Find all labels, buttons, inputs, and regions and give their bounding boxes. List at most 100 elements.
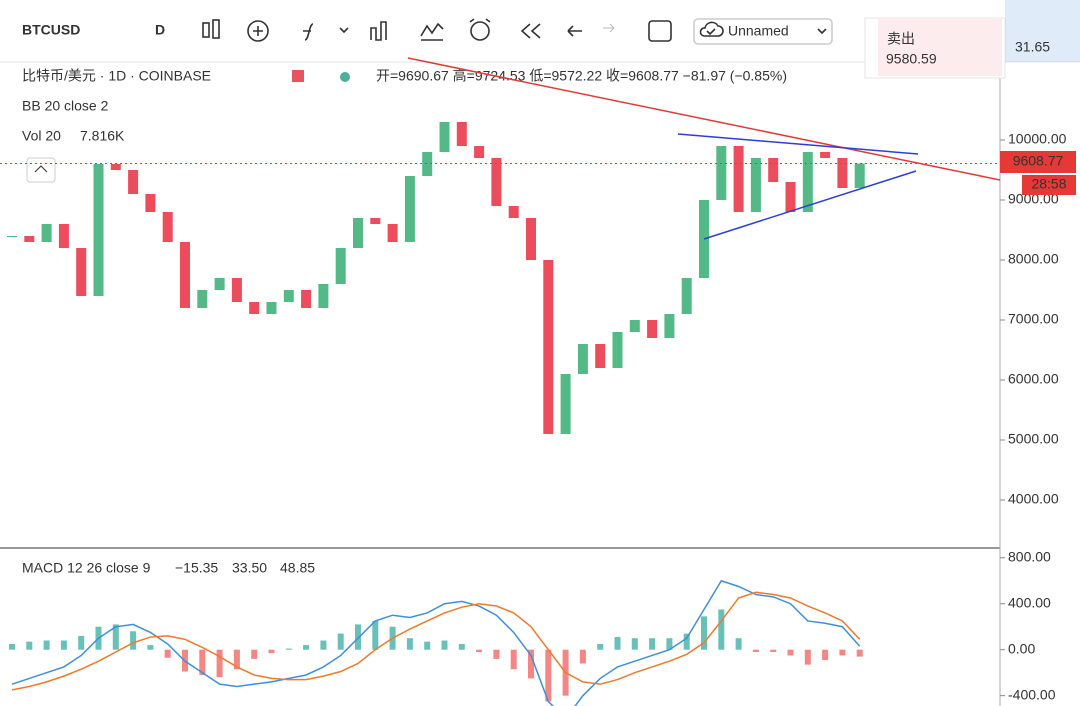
y-tick-label: 400.00 <box>1008 594 1051 610</box>
symbol[interactable]: BTCUSD <box>22 22 80 38</box>
candle <box>647 320 658 338</box>
histogram-bar <box>355 624 361 650</box>
histogram-bar <box>476 649 483 652</box>
candle <box>7 236 17 237</box>
candle <box>353 218 363 248</box>
histogram-bar <box>268 649 275 654</box>
histogram-bar <box>9 643 15 650</box>
candle <box>283 290 294 302</box>
triangle-bottom <box>703 170 917 240</box>
legend-title: 比特币/美元 · 1D · COINBASE <box>22 68 211 84</box>
candle <box>128 170 139 194</box>
histogram-bar <box>406 638 413 650</box>
histogram-bar <box>43 640 50 650</box>
y-tick-label: 6000.00 <box>1008 371 1059 387</box>
histogram-bar <box>233 649 240 670</box>
macd-title: MACD 12 26 close 9 <box>22 560 151 576</box>
candle <box>110 164 121 170</box>
countdown: 28:58 <box>1031 176 1066 192</box>
candle <box>474 146 485 158</box>
histogram-bar <box>683 633 690 650</box>
candle <box>180 242 190 308</box>
histogram-bar <box>147 645 154 650</box>
histogram-bar <box>458 643 465 650</box>
candle <box>41 224 52 242</box>
candle <box>612 332 623 368</box>
layout-name[interactable]: Unnamed <box>728 23 789 39</box>
candle <box>837 158 848 188</box>
histogram-bar <box>528 649 534 679</box>
candle <box>404 176 415 242</box>
histogram-bar <box>199 649 206 675</box>
candle <box>577 344 588 374</box>
macd-value: 33.50 <box>232 560 267 576</box>
candle <box>560 374 571 434</box>
candle <box>716 146 727 200</box>
candle <box>595 344 606 368</box>
trend-line <box>407 57 1001 181</box>
candle <box>508 206 519 218</box>
candle <box>145 194 156 212</box>
candle <box>58 224 69 248</box>
candle <box>820 152 831 158</box>
histogram-bar <box>579 649 586 664</box>
y-tick-label: -400.00 <box>1008 686 1056 702</box>
histogram-bar <box>649 638 656 650</box>
histogram-bar <box>718 609 725 650</box>
collapse-button[interactable] <box>26 157 56 183</box>
histogram-bar <box>216 649 223 678</box>
histogram-bar <box>130 631 137 650</box>
candle <box>301 290 312 308</box>
candle <box>733 146 744 212</box>
signal-value: 48.85 <box>280 560 315 576</box>
candle <box>214 278 225 290</box>
vol-legend: Vol 20 <box>22 128 61 144</box>
market-status <box>340 72 350 82</box>
histogram-bar <box>251 649 258 659</box>
candle <box>335 248 346 284</box>
histogram-bar <box>78 635 85 650</box>
candle <box>76 248 87 296</box>
histogram-bar <box>839 649 846 656</box>
histogram-bar <box>614 637 621 650</box>
histogram-bar <box>285 648 292 650</box>
candle <box>681 278 692 314</box>
toolbar-icons[interactable] <box>202 18 833 45</box>
ohlc: 开=9690.67 高=9724.53 低=9572.22 收=9608.77 … <box>376 68 787 84</box>
interval[interactable]: D <box>155 22 165 38</box>
candle <box>456 122 467 146</box>
histogram-bar <box>112 624 119 650</box>
candle <box>854 163 865 188</box>
histogram-bar <box>822 649 829 661</box>
candle <box>318 284 329 308</box>
candle <box>526 218 536 260</box>
histogram-bar <box>631 638 638 650</box>
macd-line <box>11 591 861 691</box>
sell-label: 卖出 <box>887 31 915 47</box>
histogram-bar <box>337 633 344 650</box>
candle <box>370 218 381 224</box>
y-tick-label: 10000.00 <box>1008 131 1067 147</box>
y-tick-label: 8000.00 <box>1008 251 1059 267</box>
redo-icon[interactable] <box>603 23 615 33</box>
sell-button[interactable] <box>878 18 1002 76</box>
y-tick-label: 7000.00 <box>1008 311 1059 327</box>
candle <box>231 278 242 302</box>
y-tick-label: 4000.00 <box>1008 491 1059 507</box>
histogram-bar <box>701 616 707 650</box>
histogram-bar <box>493 649 500 659</box>
candle <box>768 158 779 182</box>
candle <box>543 260 554 434</box>
y-tick-label: 5000.00 <box>1008 431 1059 447</box>
histogram-bar <box>666 638 673 650</box>
candle <box>24 236 35 242</box>
buy-area[interactable] <box>1005 0 1080 62</box>
histogram-bar <box>752 649 759 652</box>
macd-line <box>11 579 861 706</box>
triangle-top <box>677 133 919 155</box>
histogram-bar <box>510 649 517 670</box>
candle <box>93 164 104 296</box>
bb-legend: BB 20 close 2 <box>22 98 109 114</box>
histogram-bar <box>26 641 33 650</box>
